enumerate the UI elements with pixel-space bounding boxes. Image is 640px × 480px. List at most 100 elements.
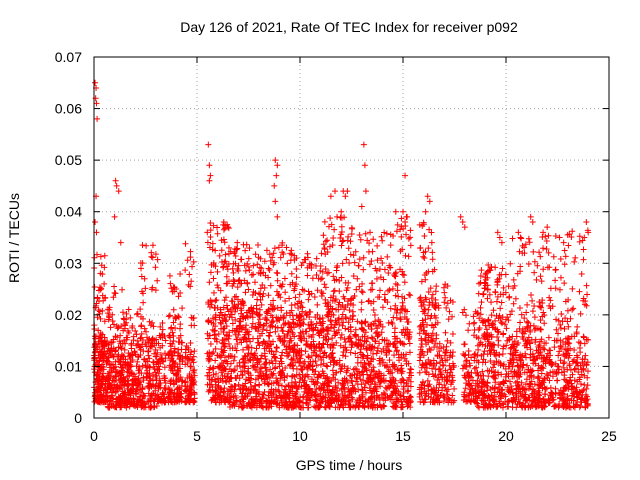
data-point — [416, 330, 423, 337]
data-point — [207, 172, 214, 179]
data-point — [281, 342, 288, 349]
data-point — [302, 328, 309, 335]
data-point — [340, 293, 347, 300]
data-point — [406, 369, 413, 376]
data-point — [204, 239, 211, 246]
data-point — [347, 300, 354, 307]
data-point — [422, 337, 429, 344]
data-point — [258, 301, 265, 308]
data-point — [380, 403, 387, 410]
data-point — [228, 368, 235, 375]
data-point — [557, 343, 564, 350]
data-point — [256, 382, 263, 389]
data-point — [385, 287, 392, 294]
data-point — [224, 266, 231, 273]
data-point — [206, 162, 213, 169]
data-point — [311, 381, 318, 388]
data-point — [304, 390, 311, 397]
data-point — [328, 351, 335, 358]
data-point — [133, 376, 140, 383]
y-tick-label: 0.06 — [55, 101, 82, 117]
data-point — [552, 267, 559, 274]
data-point — [529, 297, 536, 304]
data-point — [449, 353, 456, 360]
data-point — [420, 319, 427, 326]
data-point — [208, 397, 215, 404]
data-point — [115, 188, 122, 195]
data-point — [134, 358, 141, 365]
data-point — [187, 340, 194, 347]
data-point — [353, 399, 360, 405]
data-point — [374, 242, 381, 249]
data-point — [296, 398, 303, 405]
data-point — [273, 394, 280, 401]
data-point — [223, 331, 230, 338]
data-point — [461, 306, 468, 313]
data-point — [421, 382, 428, 389]
data-point — [290, 349, 297, 356]
data-point — [326, 403, 333, 410]
data-point — [371, 344, 378, 351]
data-point — [277, 395, 284, 402]
data-point — [393, 314, 400, 321]
data-point — [275, 381, 282, 388]
data-point — [385, 319, 392, 326]
data-point — [187, 363, 194, 370]
data-point — [463, 312, 470, 319]
data-point — [580, 256, 587, 263]
data-point — [147, 322, 154, 329]
data-point — [446, 308, 453, 315]
data-point — [347, 328, 354, 335]
data-point — [138, 322, 145, 329]
data-point — [241, 277, 248, 284]
data-point — [301, 388, 308, 395]
data-point — [135, 367, 142, 374]
data-point — [463, 396, 470, 403]
data-point — [179, 305, 186, 312]
data-point — [174, 390, 181, 397]
data-point — [343, 256, 350, 263]
data-point — [569, 306, 576, 313]
data-point — [294, 348, 301, 355]
data-point — [248, 397, 255, 404]
data-point — [207, 387, 214, 394]
data-point — [237, 280, 244, 287]
data-point — [152, 251, 159, 258]
data-point — [284, 372, 291, 379]
data-point — [182, 387, 189, 394]
data-point — [405, 360, 412, 367]
data-point — [175, 314, 182, 321]
data-point — [325, 313, 332, 320]
data-point — [406, 333, 413, 340]
data-point — [399, 401, 406, 408]
data-point — [437, 371, 444, 378]
data-point — [397, 338, 404, 345]
data-point — [91, 389, 98, 396]
data-point — [190, 397, 197, 404]
data-point — [400, 383, 407, 390]
data-point — [401, 272, 408, 279]
data-point — [223, 263, 230, 270]
data-point — [239, 390, 246, 397]
data-point — [320, 232, 327, 239]
data-point — [225, 244, 232, 251]
data-point — [182, 240, 189, 247]
data-point — [425, 245, 432, 252]
data-point — [222, 251, 229, 258]
data-point — [379, 336, 386, 343]
data-point — [112, 290, 119, 297]
data-point — [443, 349, 450, 356]
data-point — [358, 288, 365, 295]
data-point — [580, 333, 587, 340]
data-point — [147, 375, 154, 382]
data-point — [189, 377, 196, 384]
data-point — [120, 327, 127, 334]
data-point — [137, 346, 144, 353]
data-point — [571, 347, 578, 354]
data-point — [403, 396, 410, 403]
data-point — [256, 311, 263, 318]
data-point — [153, 402, 160, 409]
data-point — [304, 342, 311, 349]
data-point — [304, 250, 311, 257]
data-point — [321, 218, 328, 225]
